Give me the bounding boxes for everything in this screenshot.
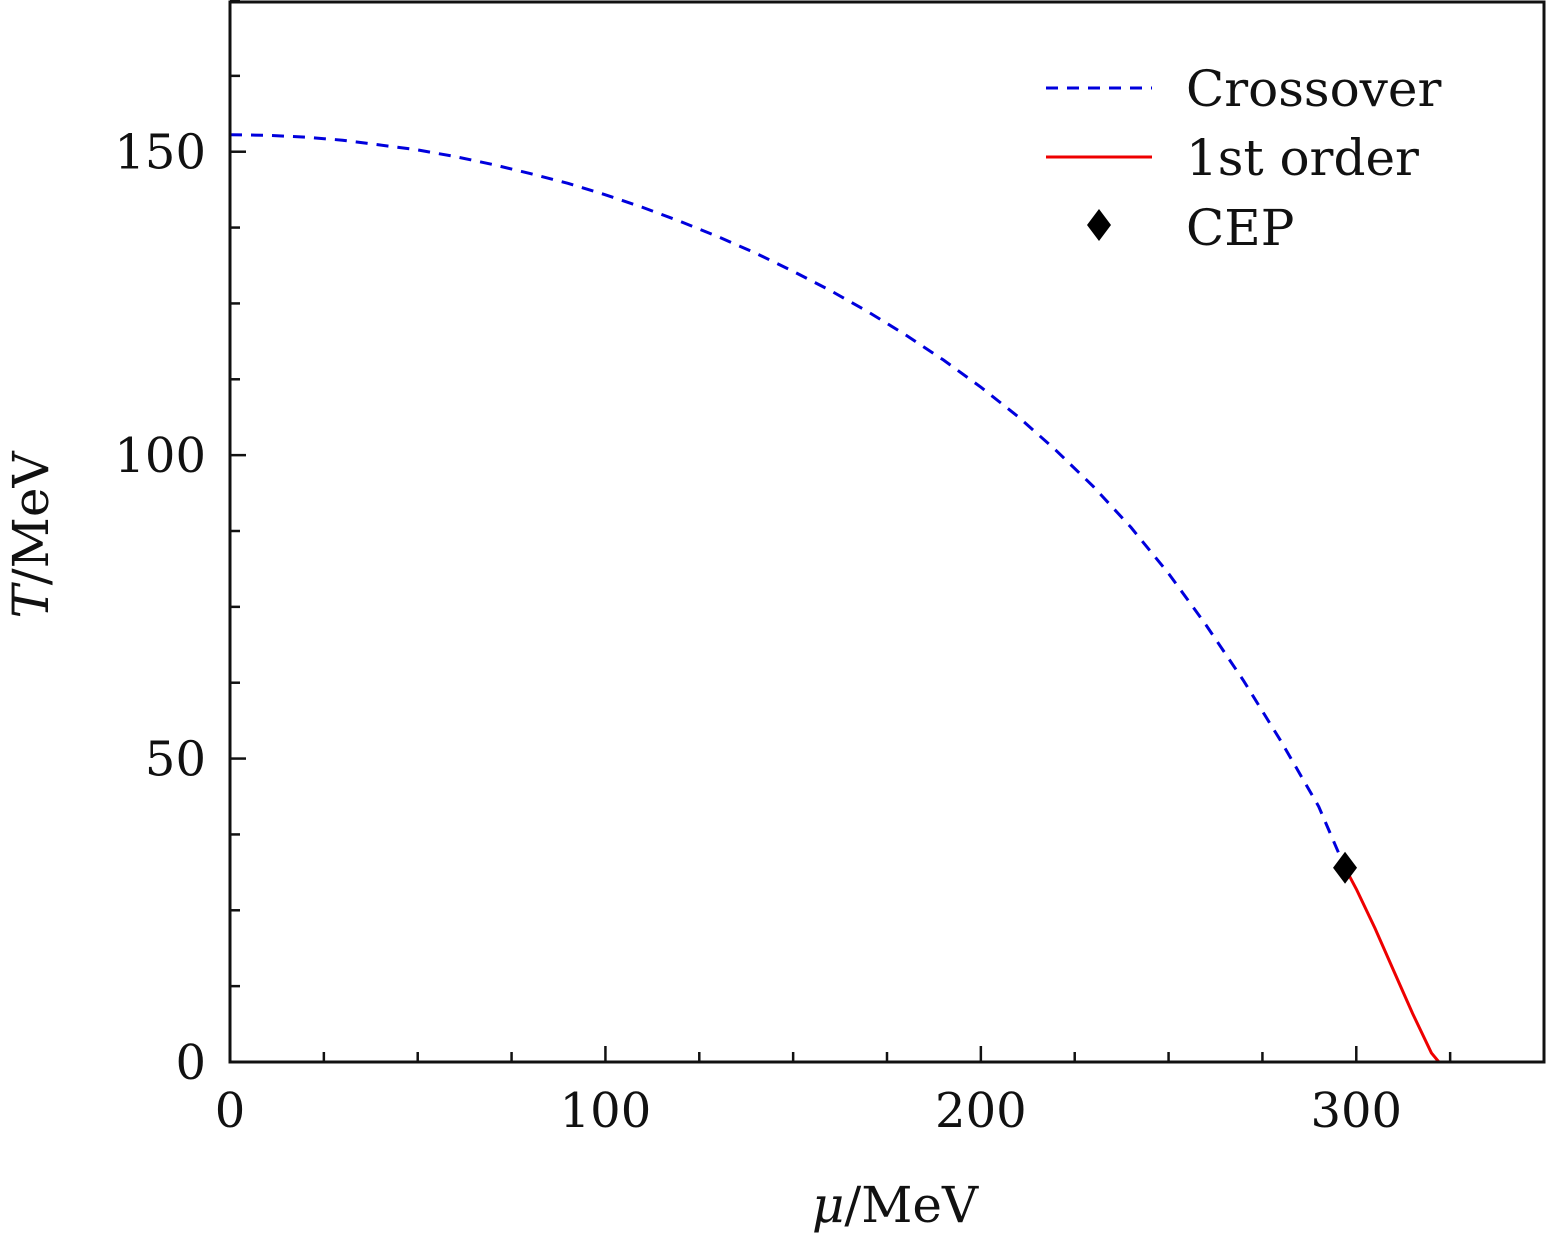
x-axis-title: μ/MeV — [812, 1176, 979, 1234]
points-layer — [1333, 851, 1358, 884]
legend: Crossover 1st order CEP — [1046, 60, 1442, 257]
cep-marker — [1333, 851, 1358, 884]
x-tick-label: 100 — [560, 1083, 652, 1139]
legend-cep-label: CEP — [1186, 199, 1294, 257]
x-tick-label: 200 — [935, 1083, 1027, 1139]
y-axis-title: T/MeV — [2, 451, 60, 619]
y-tick-label: 100 — [114, 428, 206, 484]
legend-first-order-label: 1st order — [1186, 129, 1419, 187]
x-axis-symbol: μ — [812, 1176, 845, 1234]
ticks-layer — [228, 0, 1546, 1064]
y-axis-unit: /MeV — [2, 451, 60, 586]
x-tick-label: 300 — [1310, 1083, 1402, 1139]
tick-labels-layer: 0 100 200 300 0 50 100 150 — [114, 125, 1402, 1139]
y-tick-label: 150 — [114, 125, 206, 181]
y-axis-symbol: T — [2, 582, 60, 619]
legend-crossover-label: Crossover — [1186, 60, 1442, 118]
x-axis-unit: /MeV — [844, 1176, 979, 1234]
y-tick-label: 50 — [145, 732, 206, 788]
series-line-crossover — [230, 133, 1347, 869]
y-tick-label: 0 — [175, 1035, 206, 1091]
legend-cep-marker — [1087, 209, 1111, 241]
series-line-1st-order — [1343, 867, 1441, 1062]
series-layer — [230, 133, 1441, 1062]
x-tick-label: 0 — [215, 1083, 246, 1139]
